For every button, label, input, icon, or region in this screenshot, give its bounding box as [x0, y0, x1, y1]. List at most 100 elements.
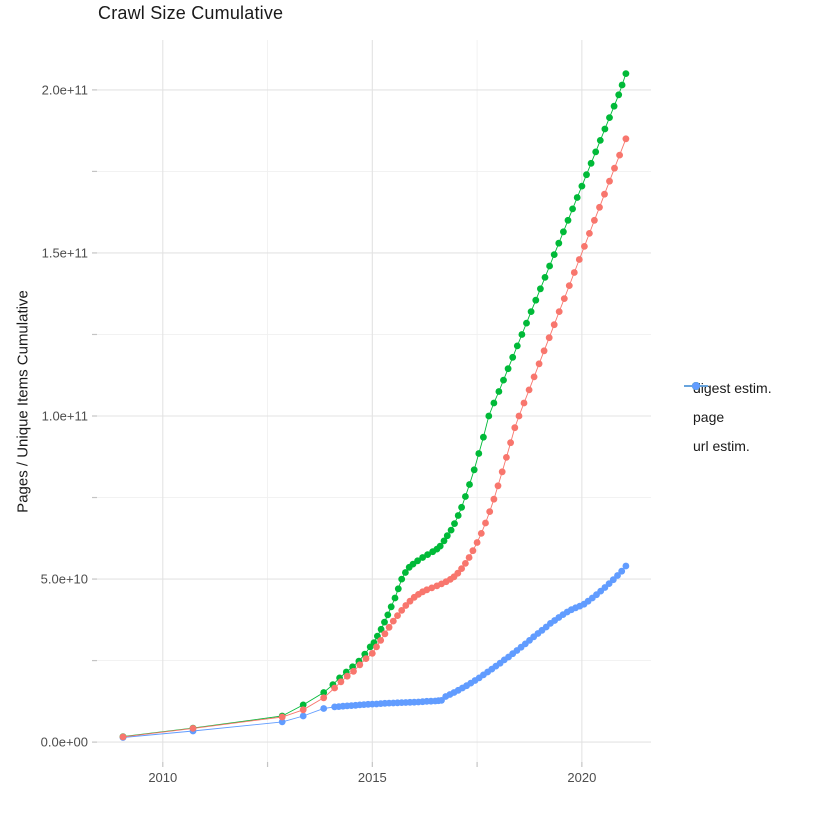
- data-point: [509, 353, 517, 361]
- data-point: [477, 530, 485, 537]
- data-point: [377, 637, 385, 644]
- data-point: [485, 412, 493, 420]
- data-point: [535, 360, 543, 368]
- data-point: [545, 334, 553, 342]
- data-point: [458, 565, 465, 572]
- data-point: [278, 713, 286, 721]
- data-point: [622, 135, 630, 143]
- y-tick-label: 1.0e+11: [42, 409, 88, 424]
- data-point: [541, 274, 549, 281]
- data-point: [470, 466, 478, 474]
- data-point: [486, 508, 494, 515]
- data-point: [540, 347, 548, 355]
- data-point: [596, 203, 603, 211]
- data-point: [565, 282, 573, 289]
- data-point: [480, 433, 487, 441]
- data-point: [475, 450, 483, 457]
- data-point: [500, 376, 507, 384]
- data-point: [320, 694, 328, 702]
- data-point: [451, 520, 458, 527]
- data-point: [337, 678, 345, 686]
- data-point: [385, 623, 393, 631]
- data-point: [498, 468, 506, 476]
- data-point: [573, 194, 581, 201]
- data-point: [368, 650, 376, 657]
- x-tick-label: 2020: [567, 770, 596, 785]
- x-tick-label: 2015: [358, 770, 387, 785]
- data-point: [520, 399, 528, 407]
- data-point: [578, 182, 586, 190]
- data-point: [523, 319, 530, 327]
- data-point: [391, 594, 399, 602]
- data-point: [466, 481, 473, 488]
- data-point: [428, 584, 436, 592]
- data-point: [454, 512, 462, 519]
- data-point: [494, 482, 502, 490]
- data-point: [443, 532, 451, 540]
- data-point: [424, 551, 431, 558]
- data-point: [458, 503, 465, 511]
- data-point: [398, 575, 406, 583]
- data-point: [555, 239, 563, 247]
- data-point: [537, 285, 544, 293]
- data-point: [119, 733, 127, 741]
- data-point: [583, 171, 590, 179]
- data-point: [530, 373, 538, 381]
- data-point: [518, 331, 526, 338]
- y-tick-label: 1.5e+11: [42, 245, 88, 260]
- legend: digest estim. page url estim.: [683, 378, 772, 456]
- data-point: [586, 230, 593, 237]
- data-point: [469, 547, 477, 555]
- data-point: [615, 91, 623, 99]
- data-point: [564, 216, 572, 224]
- data-point: [189, 725, 197, 732]
- data-point: [387, 603, 395, 611]
- data-point: [482, 519, 489, 527]
- data-point: [299, 712, 307, 720]
- data-point: [381, 618, 388, 626]
- data-point: [591, 216, 598, 224]
- data-point: [546, 262, 553, 270]
- data-point: [527, 308, 535, 315]
- data-point: [513, 342, 521, 350]
- data-point: [419, 554, 426, 561]
- data-point: [384, 611, 392, 619]
- data-point: [362, 655, 370, 662]
- data-point: [473, 539, 481, 546]
- data-point: [618, 567, 626, 575]
- data-point: [622, 70, 630, 77]
- data-point: [515, 412, 523, 420]
- legend-item: url estim.: [683, 382, 772, 456]
- y-tick-labels: 0.0e+00 5.0e+10 1.0e+11 1.5e+11 2.0e+11: [41, 82, 88, 749]
- y-tick-label: 0.0e+00: [41, 735, 88, 750]
- data-point: [462, 560, 469, 567]
- chart-title: Crawl Size Cumulative: [98, 3, 284, 23]
- data-point: [575, 256, 583, 263]
- data-point: [465, 554, 473, 561]
- data-point: [616, 151, 623, 159]
- data-point: [447, 526, 455, 534]
- data-point: [440, 537, 448, 545]
- data-point: [622, 562, 630, 570]
- data-point: [532, 296, 540, 304]
- data-point: [601, 125, 609, 133]
- series-digest-estim-: [119, 135, 630, 741]
- data-point: [343, 672, 351, 680]
- data-point: [495, 388, 503, 395]
- data-point: [320, 705, 328, 712]
- axis-ticks: [92, 89, 583, 767]
- data-point: [402, 569, 409, 576]
- data-point: [299, 701, 307, 709]
- data-point: [569, 205, 576, 213]
- x-tick-label: 2010: [148, 770, 177, 785]
- gridlines-major: [97, 40, 651, 762]
- gridlines-minor: [97, 40, 651, 762]
- data-point: [606, 114, 613, 121]
- data-point: [560, 228, 567, 236]
- data-point: [377, 625, 385, 633]
- data-point: [278, 718, 286, 726]
- data-point: [610, 102, 618, 110]
- data-point: [490, 399, 498, 407]
